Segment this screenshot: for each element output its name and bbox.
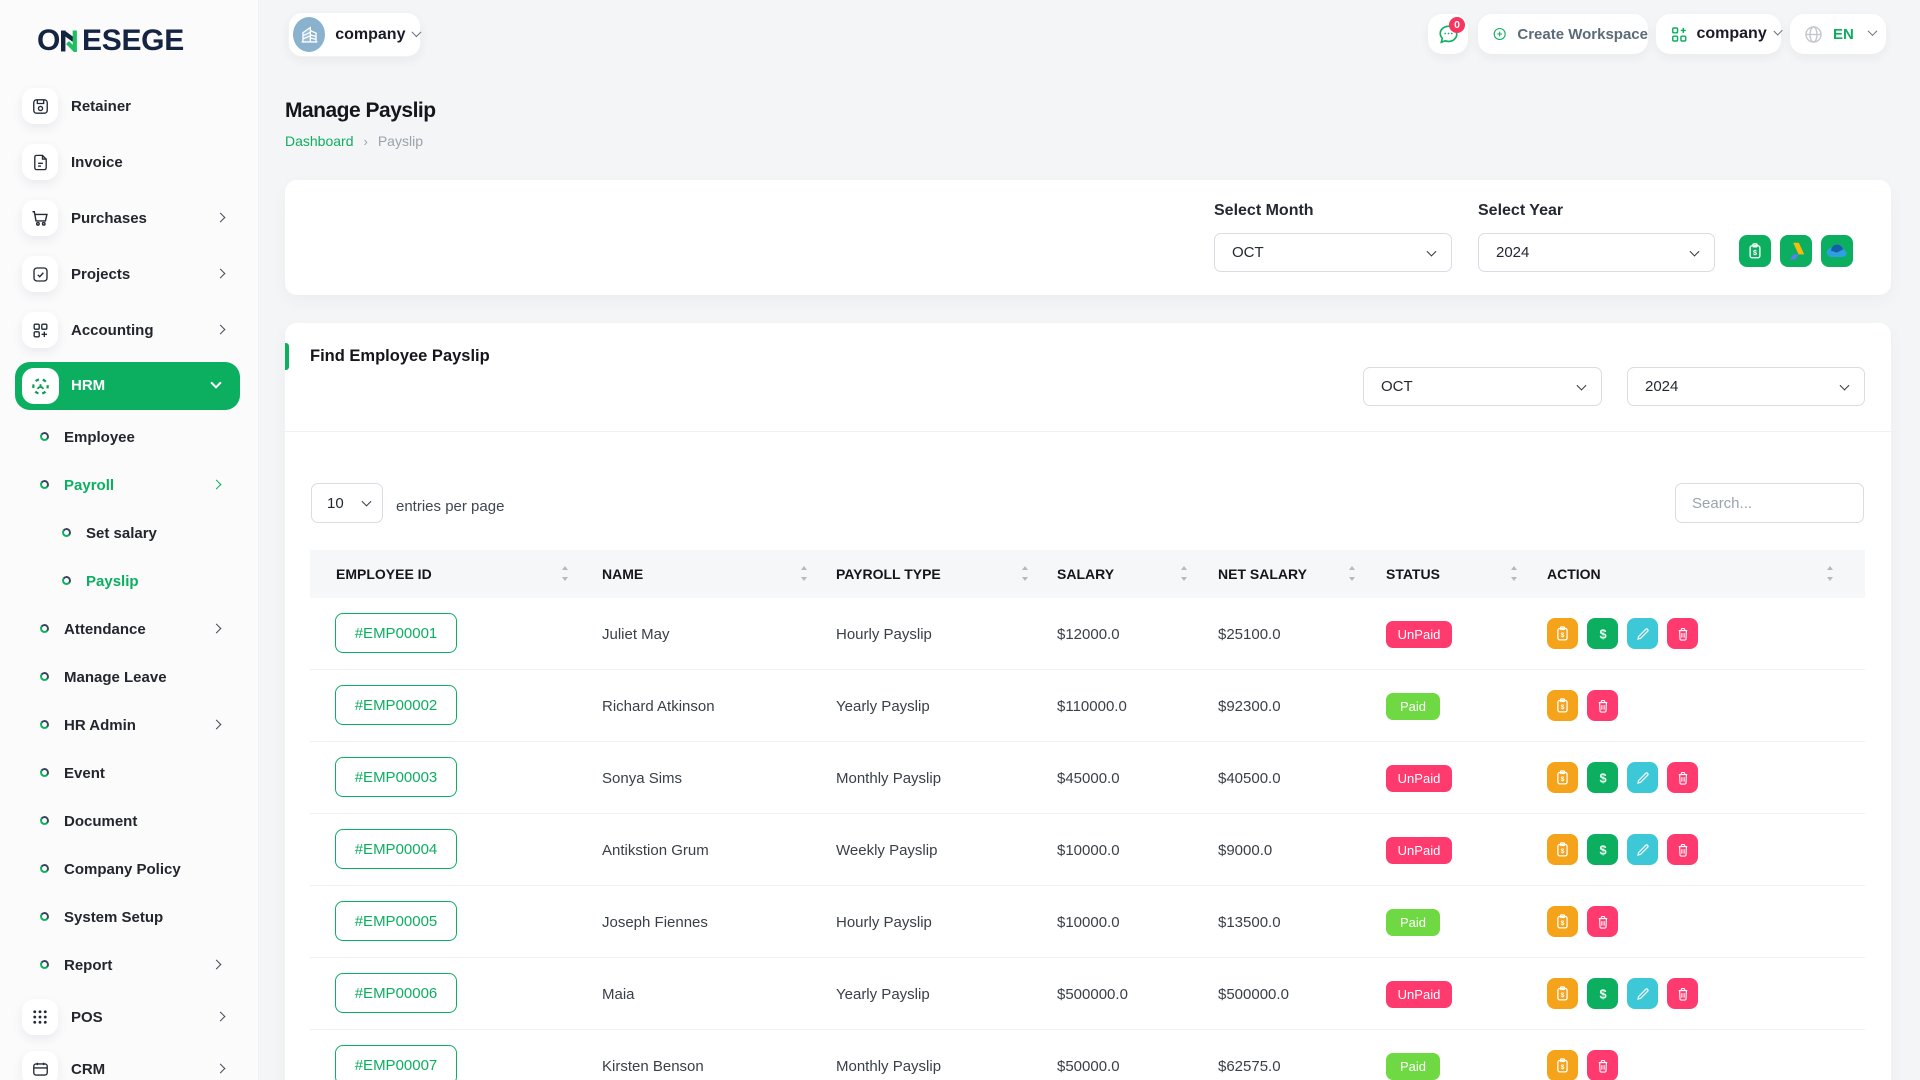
svg-text:$: $ [1599, 842, 1606, 857]
svg-text:$: $ [1561, 848, 1565, 855]
svg-text:$: $ [1599, 986, 1606, 1001]
svg-text:$: $ [1561, 704, 1565, 711]
svg-text:$: $ [1561, 632, 1565, 639]
svg-text:$: $ [1561, 920, 1565, 927]
svg-text:$: $ [1561, 1064, 1565, 1071]
svg-text:$: $ [1561, 992, 1565, 999]
svg-text:$: $ [1753, 249, 1757, 257]
svg-text:$: $ [1599, 626, 1606, 641]
svg-text:$: $ [1599, 770, 1606, 785]
svg-text:$: $ [1561, 776, 1565, 783]
